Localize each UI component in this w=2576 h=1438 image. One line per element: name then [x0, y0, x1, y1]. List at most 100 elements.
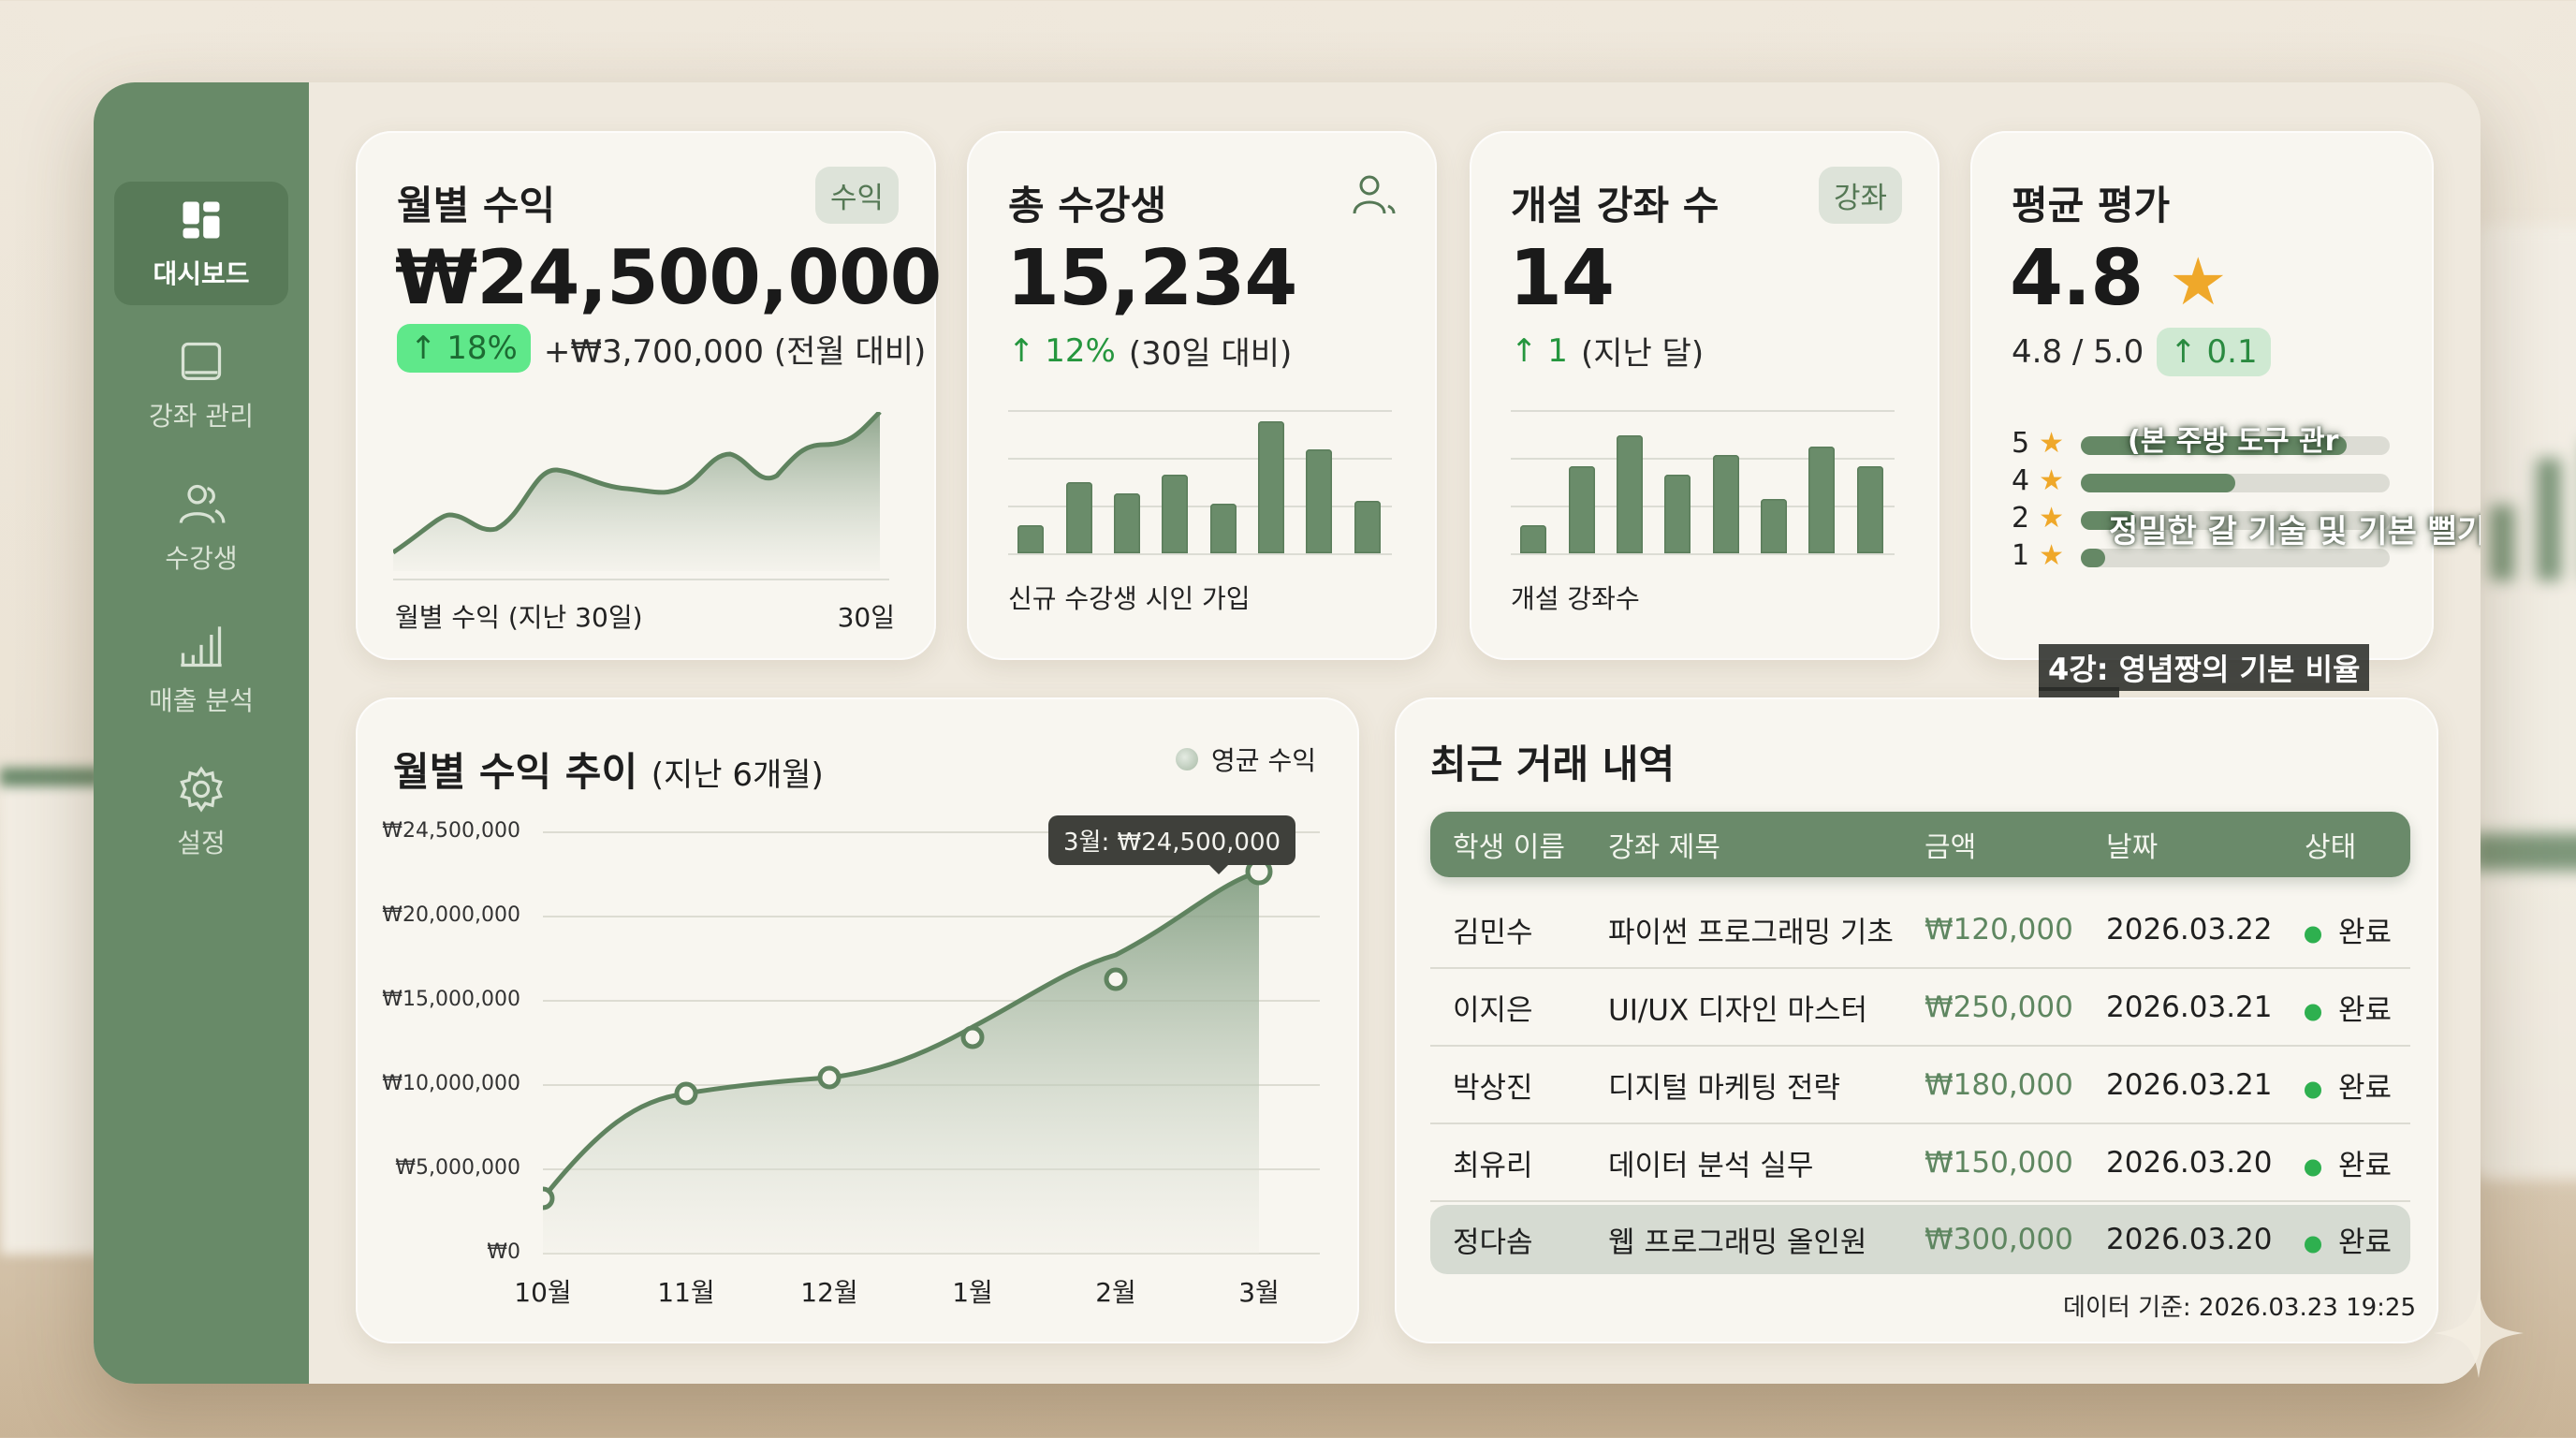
sidebar-item-students[interactable]: 수강생 [114, 466, 288, 590]
sidebar-item-label: 수강생 [165, 543, 238, 574]
table-row[interactable]: 이지은 UI/UX 디자인 마스터 ₩250,000 2026.03.21 완료 [1430, 970, 2410, 1047]
sparkline-baseline [393, 579, 889, 580]
chart-title: 월별 수익 추이 (지난 6개월) [393, 741, 824, 798]
overlay-caption-2: 정밀한 갈 기술 및 기본 뻘기 [2109, 513, 2481, 550]
students-delta-text: (30일 대비) [1128, 335, 1293, 373]
chart-bar [1664, 475, 1690, 553]
status-dot-icon [2305, 926, 2321, 943]
chart-bar [1017, 525, 1044, 553]
card-title: 월별 수익 [397, 183, 556, 228]
students-delta: ↑ 12% (30일 대비) [1008, 328, 1292, 374]
status-label: 완료 [2338, 1071, 2393, 1106]
course-delta-value: ↑ 1 [1511, 331, 1568, 370]
cell-amount: ₩300,000 [1925, 1223, 2073, 1256]
students-delta-value: ↑ 12% [1008, 331, 1116, 370]
chart-bar [1569, 466, 1595, 553]
rating-row-4: 4 ★ [2012, 464, 2064, 497]
chart-bar [1066, 482, 1092, 553]
bar-chart-icon [181, 626, 222, 668]
column-header-student[interactable]: 학생 이름 [1453, 831, 1565, 864]
grid-line [1511, 506, 1895, 507]
sidebar-item-courses[interactable]: 강좌 관리 [114, 324, 288, 448]
course-chart-caption: 개설 강좌수 [1511, 583, 1640, 614]
column-header-amount[interactable]: 금액 [1925, 831, 1977, 864]
course-pill: 강좌 [1818, 167, 1902, 224]
cell-status: 완료 [2305, 1219, 2392, 1261]
chart-subtitle: (지난 6개월) [651, 756, 824, 794]
users-icon [179, 484, 226, 524]
chart-legend: 영균 수익 [1176, 741, 1316, 778]
cell-course: 디지털 마케팅 전략 [1608, 1071, 1840, 1106]
column-header-date[interactable]: 날짜 [2106, 831, 2159, 864]
status-label: 완료 [2338, 1149, 2393, 1183]
grid-line [1511, 410, 1895, 412]
chart-bar [1808, 447, 1835, 553]
rating-delta-badge: ↑ 0.1 [2157, 328, 2271, 376]
grid-line [1008, 410, 1392, 412]
revenue-delta-badge: ↑ 18% [397, 324, 531, 373]
table-row[interactable]: 김민수 파이썬 프로그래밍 기초 ₩120,000 2026.03.22 완료 [1430, 892, 2410, 969]
main-content: 월별 수익 수익 ₩24,500,000 ↑ 18% +₩3,700,000 (… [309, 82, 2481, 1384]
rating-sub: 4.8 / 5.0 [2012, 333, 2144, 371]
course-delta-text: (지난 달) [1580, 335, 1705, 373]
lesson-title-caption: 4강: 영념짱의 기본 비율 [2039, 644, 2370, 691]
average-rating-card: 평균 평가 4.8 ★ 4.8 / 5.0 ↑ 0.1 5 ★ 4 ★ 2 ★ 1 [1970, 131, 2481, 660]
cell-course: 데이터 분석 실무 [1608, 1149, 1814, 1183]
sidebar-item-dashboard[interactable]: 대시보드 [114, 182, 288, 305]
card-title: 개설 강좌 수 [1511, 183, 1720, 228]
cell-status: 완료 [2305, 1064, 2392, 1107]
monthly-revenue-card: 월별 수익 수익 ₩24,500,000 ↑ 18% +₩3,700,000 (… [356, 131, 942, 660]
cell-student: 김민수 [1453, 916, 1533, 950]
dashboard-grid-icon [183, 201, 220, 239]
cell-date: 2026.03.20 [2106, 1146, 2273, 1180]
y-tick: ₩20,000,000 [382, 903, 520, 927]
revenue-sparkline [393, 412, 882, 571]
cell-date: 2026.03.20 [2106, 1223, 2273, 1256]
status-label: 완료 [2338, 993, 2393, 1028]
status-dot-icon [2305, 1236, 2321, 1253]
table-row[interactable]: 최유리 데이터 분석 실무 ₩150,000 2026.03.20 완료 [1430, 1125, 2410, 1202]
total-students-card: 총 수강생 15,234 ↑ 12% (30일 대비) 신규 수강 [967, 131, 1437, 660]
star-icon: ★ [2039, 539, 2064, 572]
rating-delta: 4.8 / 5.0 ↑ 0.1 [2012, 328, 2271, 376]
chart-bar [1210, 504, 1237, 553]
students-value: 15,234 [1006, 234, 1297, 323]
column-header-status[interactable]: 상태 [2305, 831, 2357, 864]
chart-bar [1306, 449, 1332, 553]
sidebar-item-label: 설정 [177, 828, 226, 858]
cell-student: 최유리 [1453, 1149, 1533, 1183]
revenue-trend-card: 월별 수익 추이 (지난 6개월) 영균 수익 ₩24,500,000 ₩20,… [356, 697, 1359, 1343]
sidebar-item-label: 매출 분석 [149, 685, 254, 716]
table-row[interactable]: 박상진 디지털 마케팅 전략 ₩180,000 2026.03.21 완료 [1430, 1048, 2410, 1124]
cell-student: 이지은 [1453, 993, 1533, 1028]
x-tick: 2월 [1095, 1277, 1136, 1308]
card-title: 평균 평가 [2012, 183, 2171, 228]
chart-tooltip: 3월: ₩24,500,000 [1048, 815, 1296, 874]
sidebar-item-label: 강좌 관리 [149, 401, 254, 432]
chart-bar [1354, 501, 1381, 553]
table-row-highlighted[interactable]: 정다솜 웹 프로그래밍 올인원 ₩300,000 2026.03.20 완료 [1430, 1205, 2410, 1274]
sidebar-item-settings[interactable]: 설정 [114, 751, 288, 874]
revenue-delta-text: +₩3,700,000 (전월 대비) [543, 332, 927, 371]
chart-bar [1857, 466, 1883, 553]
rating-row-label: 1 [2012, 539, 2030, 572]
x-tick: 1월 [952, 1277, 993, 1308]
column-header-course[interactable]: 강좌 제목 [1608, 831, 1720, 864]
gear-icon [180, 766, 223, 813]
rating-number: 4.8 [2010, 234, 2144, 323]
table-header: 학생 이름 강좌 제목 금액 날짜 상태 [1430, 812, 2410, 877]
star-icon: ★ [2039, 427, 2064, 460]
students-chart-caption: 신규 수강생 시인 가입 [1008, 583, 1251, 614]
sidebar-item-sales-analysis[interactable]: 매출 분석 [114, 609, 288, 732]
data-timestamp: 데이터 기준: 2026.03.23 19:25 [2063, 1294, 2416, 1322]
background-blur-right [2471, 225, 2576, 1180]
status-label: 완료 [2338, 916, 2393, 950]
background-blur-left [0, 768, 103, 1255]
rating-row-label: 4 [2012, 464, 2030, 497]
chart-bar [1520, 525, 1546, 553]
x-tick: 11월 [657, 1277, 715, 1308]
status-label: 완료 [2338, 1225, 2393, 1260]
cell-status: 완료 [2305, 1142, 2392, 1184]
y-tick: ₩0 [487, 1240, 520, 1264]
status-dot-icon [2305, 1159, 2321, 1176]
